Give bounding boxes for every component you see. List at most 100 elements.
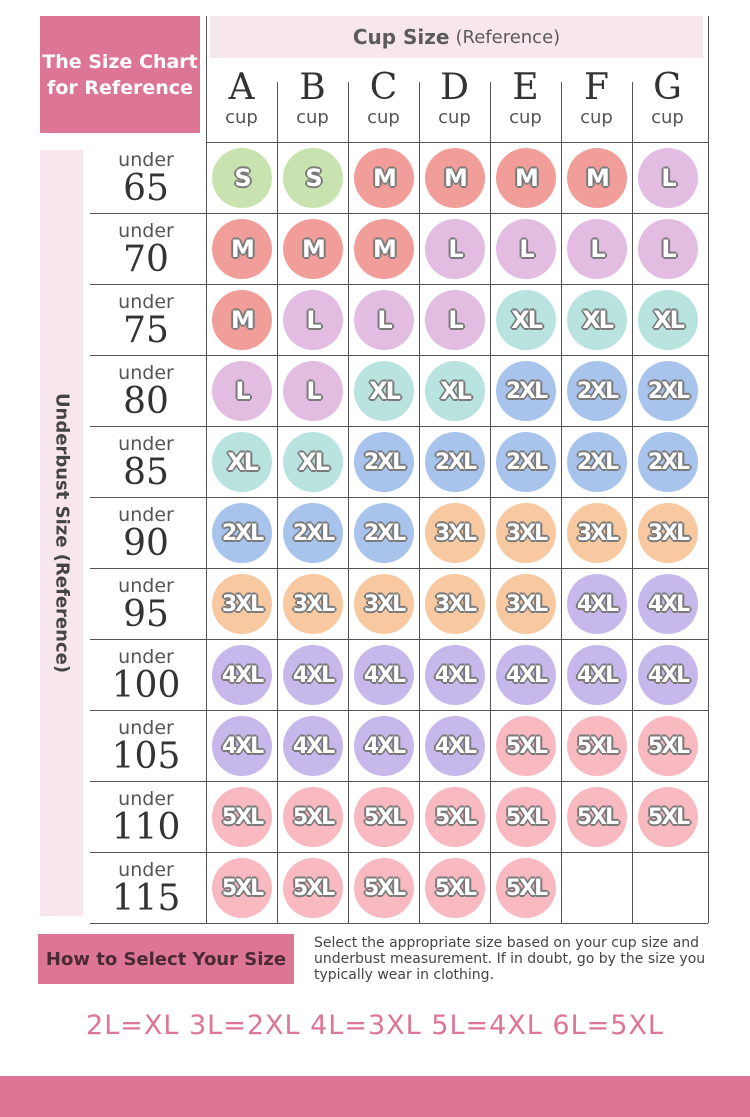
underbust-side-band bbox=[40, 150, 83, 916]
underbust-row-label: under 75 bbox=[90, 292, 202, 350]
size-badge: 2XL bbox=[567, 432, 627, 492]
underbust-row-label: under 100 bbox=[90, 647, 202, 705]
size-badge: M bbox=[212, 219, 272, 279]
size-badge: 4XL bbox=[283, 716, 343, 776]
row-band-number: 80 bbox=[123, 381, 169, 422]
row-under-word: under bbox=[118, 859, 174, 881]
size-badge: XL bbox=[212, 432, 272, 492]
underbust-row-label: under 105 bbox=[90, 718, 202, 776]
size-badge: L bbox=[283, 290, 343, 350]
underbust-row-label: under 70 bbox=[90, 221, 202, 279]
size-badge: 5XL bbox=[354, 858, 414, 918]
row-under-word: under bbox=[118, 788, 174, 810]
cup-word: cup bbox=[225, 107, 258, 128]
row-under-word: under bbox=[118, 717, 174, 739]
cup-letter: D bbox=[440, 67, 469, 108]
size-badge: M bbox=[425, 148, 485, 208]
grid-hline bbox=[90, 852, 708, 853]
row-under-word: under bbox=[118, 149, 174, 171]
underbust-row-label: under 80 bbox=[90, 363, 202, 421]
size-badge: L bbox=[567, 219, 627, 279]
cup-size-header-main: Cup Size bbox=[352, 25, 450, 49]
grid-vline bbox=[632, 82, 633, 923]
size-badge: 2XL bbox=[212, 503, 272, 563]
size-badge: 5XL bbox=[283, 787, 343, 847]
size-badge: L bbox=[496, 219, 556, 279]
size-badge: M bbox=[567, 148, 627, 208]
row-under-word: under bbox=[118, 362, 174, 384]
size-badge: 3XL bbox=[567, 503, 627, 563]
size-badge: 2XL bbox=[496, 361, 556, 421]
size-badge: 3XL bbox=[425, 574, 485, 634]
underbust-row-label: under 90 bbox=[90, 505, 202, 563]
grid-hline bbox=[90, 213, 708, 214]
row-band-number: 70 bbox=[123, 239, 169, 280]
grid-hline bbox=[90, 284, 708, 285]
size-badge: 3XL bbox=[496, 503, 556, 563]
size-badge: 5XL bbox=[212, 858, 272, 918]
cup-letter: G bbox=[653, 67, 682, 108]
size-badge: 4XL bbox=[638, 645, 698, 705]
cup-letter: F bbox=[584, 67, 609, 108]
size-badge: 2XL bbox=[638, 361, 698, 421]
row-band-number: 100 bbox=[111, 665, 181, 706]
size-badge: L bbox=[425, 290, 485, 350]
underbust-row-label: under 95 bbox=[90, 576, 202, 634]
row-band-number: 105 bbox=[111, 736, 181, 777]
size-badge: XL bbox=[496, 290, 556, 350]
size-badge: M bbox=[212, 290, 272, 350]
cup-word: cup bbox=[509, 107, 542, 128]
size-badge: 2XL bbox=[425, 432, 485, 492]
grid-vline bbox=[348, 82, 349, 923]
size-badge: XL bbox=[425, 361, 485, 421]
size-badge: XL bbox=[283, 432, 343, 492]
cup-word: cup bbox=[651, 107, 684, 128]
size-badge: M bbox=[283, 219, 343, 279]
row-band-number: 65 bbox=[123, 168, 169, 209]
size-badge: L bbox=[283, 361, 343, 421]
size-badge: 5XL bbox=[496, 716, 556, 776]
size-badge: 4XL bbox=[496, 645, 556, 705]
size-badge: L bbox=[354, 290, 414, 350]
size-badge: M bbox=[354, 219, 414, 279]
cup-letter: B bbox=[299, 67, 326, 108]
row-band-number: 115 bbox=[111, 878, 181, 919]
size-badge: 2XL bbox=[496, 432, 556, 492]
how-to-select-label: How to Select Your Size bbox=[38, 934, 294, 984]
size-badge: 4XL bbox=[425, 645, 485, 705]
chart-title: The Size Chart for Reference bbox=[40, 16, 200, 133]
size-badge: 4XL bbox=[283, 645, 343, 705]
size-badge: S bbox=[283, 148, 343, 208]
row-band-number: 110 bbox=[111, 807, 181, 848]
size-badge: 5XL bbox=[354, 787, 414, 847]
chart-title-line1: The Size Chart bbox=[42, 50, 198, 73]
size-badge: XL bbox=[354, 361, 414, 421]
size-badge: 2XL bbox=[283, 503, 343, 563]
size-badge: 4XL bbox=[212, 716, 272, 776]
size-badge: 4XL bbox=[212, 645, 272, 705]
grid-hline bbox=[90, 781, 708, 782]
size-badge: 2XL bbox=[354, 503, 414, 563]
row-band-number: 75 bbox=[123, 310, 169, 351]
row-under-word: under bbox=[118, 220, 174, 242]
size-badge: 5XL bbox=[212, 787, 272, 847]
grid-hline bbox=[90, 497, 708, 498]
grid-hline bbox=[90, 710, 708, 711]
size-badge: 2XL bbox=[567, 361, 627, 421]
size-badge: M bbox=[354, 148, 414, 208]
size-badge: L bbox=[212, 361, 272, 421]
size-badge: 5XL bbox=[638, 787, 698, 847]
size-equivalence: 2L=XL 3L=2XL 4L=3XL 5L=4XL 6L=5XL bbox=[86, 1010, 664, 1041]
grid-hline bbox=[206, 142, 708, 143]
size-badge: 3XL bbox=[638, 503, 698, 563]
size-badge: 3XL bbox=[212, 574, 272, 634]
size-badge: 4XL bbox=[567, 645, 627, 705]
cup-word: cup bbox=[296, 107, 329, 128]
size-badge: 5XL bbox=[567, 787, 627, 847]
underbust-size-label: Underbust Size (Reference) bbox=[51, 392, 73, 674]
size-badge: S bbox=[212, 148, 272, 208]
row-band-number: 85 bbox=[123, 452, 169, 493]
